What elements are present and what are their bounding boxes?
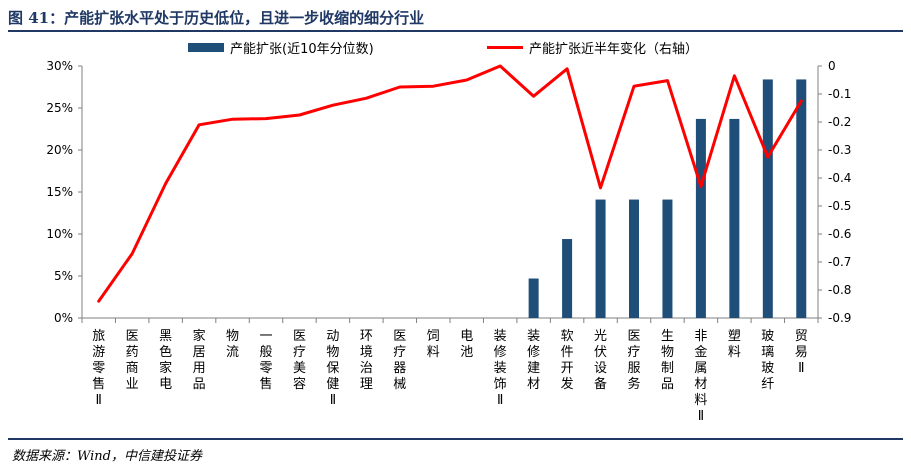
x-tick-label: 生物制品 [661,329,674,392]
line-point-21 [766,155,770,159]
bar-14 [528,278,539,318]
right-tick-label: -0.7 [828,255,851,269]
line-point-12 [465,78,468,82]
x-tick-label: 光伏设备 [594,329,607,392]
line-point-5 [231,118,234,121]
bar-15 [562,239,573,318]
x-tick-label: 一般零售 [259,329,272,392]
bar-22 [796,79,807,318]
bar-20 [729,118,740,318]
right-tick-label: -0.9 [828,311,851,325]
line-point-16 [599,186,602,189]
x-tick-label: 医疗器械 [393,329,406,392]
line-point-13 [498,64,502,68]
x-tick-label: 装修装饰 Ⅱ [494,329,507,408]
x-tick-label: 装修建材 [527,329,540,392]
legend-line-swatch [487,46,523,49]
line-point-22 [800,99,803,103]
legend-bar-label: 产能扩张(近10年分位数) [230,42,374,57]
line-point-20 [733,74,736,78]
x-tick-label: 医疗服务 [627,329,640,392]
right-tick-label: -0.8 [828,283,851,297]
bar-16 [595,199,606,318]
x-tick-label: 软件开发 [561,329,574,392]
x-tick-label: 家居用品 [193,328,206,392]
legend-bar-swatch [188,43,224,52]
x-tick-label: 医药商业 [126,329,139,392]
right-tick-label: -0.5 [828,199,851,213]
bar-21 [762,79,773,318]
line-series-capacity-change [97,64,803,303]
x-tick-label: 旅游零售 Ⅱ [92,329,105,408]
line-point-9 [365,97,368,100]
page-title: 图 41：产能扩张水平处于历史低位，且进一步收缩的细分行业 [8,9,425,27]
left-tick-label: 25% [46,101,73,115]
right-tick-label: -0.6 [828,227,851,241]
line-point-6 [264,117,268,120]
x-tick-label: 环境治理 [360,329,373,392]
line-point-18 [666,79,669,82]
line-point-10 [398,85,402,89]
x-tick-label: 塑料 [728,329,741,360]
line-point-4 [197,123,201,127]
right-tick-label: -0.4 [828,171,851,185]
left-tick-label: 5% [54,269,73,283]
combo-chart: 0% 5% 10% 15% 20% 25% 30% 0 -0.1 -0.2 -0.3 -0.4 -0.5… [46,59,851,424]
footer-rule [8,438,903,440]
bar-17 [629,199,639,318]
legend-item-line: 产能扩张近半年变化（右轴） [487,38,698,57]
x-tick-label: 电池 [460,329,473,360]
line-point-14 [532,95,535,98]
line-point-1 [97,300,100,303]
x-tick-label: 非金属材料 Ⅱ [694,329,707,424]
title-bar: 图 41：产能扩张水平处于历史低位，且进一步收缩的细分行业 [8,6,903,32]
left-tick-label: 0% [54,311,73,325]
line-point-2 [130,252,134,255]
chart-legend: 产能扩张(近10年分位数) 产能扩张近半年变化（右轴） [0,36,911,58]
left-tick-label: 15% [46,185,73,199]
right-tick-label: -0.3 [828,143,851,157]
legend-line-label: 产能扩张近半年变化（右轴） [529,42,699,57]
line-point-7 [298,113,301,117]
x-tick-label: 物流 [226,329,239,360]
legend-item-bar: 产能扩张(近10年分位数) [188,38,374,57]
right-tick-label: -0.2 [828,115,851,129]
left-tick-label: 10% [46,227,73,241]
line-point-15 [565,67,569,71]
line-point-11 [432,84,435,88]
line-point-8 [331,104,335,107]
line-point-19 [699,185,703,188]
x-tick-label: 医疗美容 [293,329,306,392]
left-tick-label: 20% [46,143,73,157]
x-tick-label: 动物保健 Ⅱ [326,329,339,408]
line-point-17 [632,84,636,88]
x-tick-label: 饲料 [427,329,440,360]
left-tick-label: 30% [46,59,73,73]
x-tick-label: 黑色家电 [159,329,172,392]
right-tick-label: -0.1 [828,87,851,101]
data-source: 数据来源：Wind，中信建投证券 [12,449,202,464]
bar-19 [695,118,706,318]
x-tick-label: 贸易 Ⅱ [795,329,808,376]
bar-18 [662,199,673,318]
line-point-3 [164,182,167,185]
x-tick-label: 玻璃玻纤 [761,329,774,392]
right-tick-label: 0 [828,59,836,73]
